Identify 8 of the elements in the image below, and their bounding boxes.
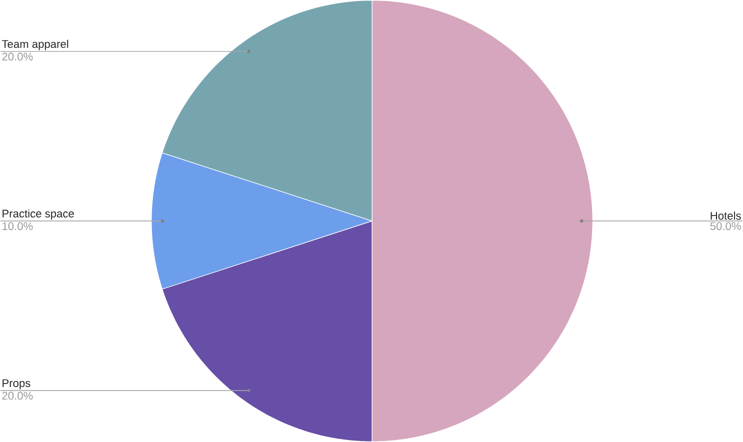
data-label: 20.0% <box>2 392 33 400</box>
slice-label: Team apparel <box>2 40 68 50</box>
data-label: 10.0% <box>2 222 33 230</box>
data-label: 50.0% <box>710 222 741 230</box>
data-label: 20.0% <box>2 52 33 61</box>
slice-label: Props <box>2 379 30 390</box>
slice-label: Hotels <box>710 212 741 220</box>
slice-label: Practice space <box>2 209 74 220</box>
